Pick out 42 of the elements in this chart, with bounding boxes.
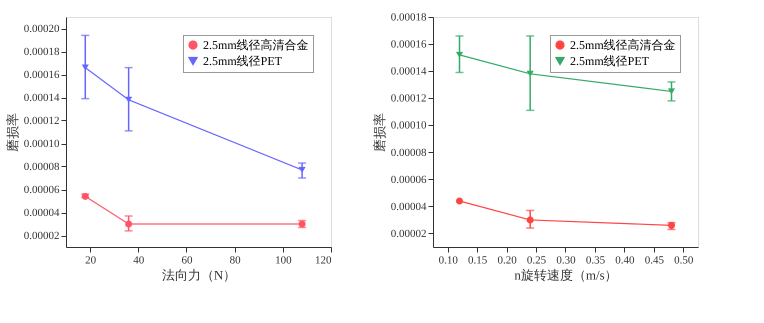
x-axis-title: 法向力（N） — [162, 268, 236, 282]
legend-label: 2.5mm线径高清合金 — [570, 38, 676, 52]
y-tick-label: 0.00012 — [390, 92, 426, 105]
y-tick-label: 0.00016 — [24, 69, 60, 81]
x-tick-label: 0.45 — [644, 254, 664, 266]
y-tick-label: 0.00004 — [24, 207, 60, 219]
x-tick-label: 20 — [85, 254, 97, 266]
y-tick-label: 0.00008 — [390, 146, 427, 159]
y-tick-label: 0.00010 — [390, 120, 427, 132]
x-tick-label: 0.30 — [556, 254, 576, 266]
y-tick-label: 0.00004 — [390, 200, 427, 213]
x-tick-label: 0.10 — [438, 254, 458, 266]
x-tick-label: 80 — [230, 254, 242, 266]
x-tick-label: 0.25 — [526, 254, 547, 266]
y-tick-label: 0.00016 — [390, 38, 427, 51]
y-axis-title: 磨损率 — [372, 113, 387, 152]
x-axis-title: n旋转速度（m/s） — [514, 268, 618, 282]
legend-label: 2.5mm线径高清合金 — [203, 38, 309, 52]
y-tick-label: 0.00010 — [24, 138, 60, 150]
x-tick-label: 0.35 — [586, 254, 606, 266]
y-tick-label: 0.00012 — [24, 115, 60, 127]
x-tick-label: 0.15 — [468, 254, 488, 266]
x-tick-label: 60 — [181, 254, 193, 266]
y-tick-label: 0.00014 — [24, 92, 60, 104]
legend-label: 2.5mm线径PET — [203, 54, 283, 68]
y-tick-label: 0.00006 — [24, 184, 60, 196]
y-tick-label: 0.00002 — [24, 230, 60, 242]
legend-label: 2.5mm线径PET — [570, 54, 650, 68]
y-tick-label: 0.00014 — [390, 66, 427, 78]
y-axis-title: 磨损率 — [4, 113, 20, 152]
x-tick-label: 0.20 — [497, 254, 518, 266]
x-tick-label: 40 — [133, 254, 145, 266]
x-tick-label: 0.50 — [674, 254, 694, 266]
y-tick-label: 0.00018 — [24, 46, 60, 58]
y-tick-label: 0.00006 — [390, 174, 427, 186]
y-tick-label: 0.00020 — [24, 23, 60, 35]
x-tick-label: 100 — [275, 254, 292, 266]
y-tick-label: 0.00008 — [24, 161, 60, 173]
x-tick-label: 0.40 — [615, 254, 636, 266]
y-tick-label: 0.00002 — [390, 228, 426, 240]
x-tick-label: 120 — [315, 254, 332, 266]
y-tick-label: 0.00018 — [390, 12, 427, 24]
